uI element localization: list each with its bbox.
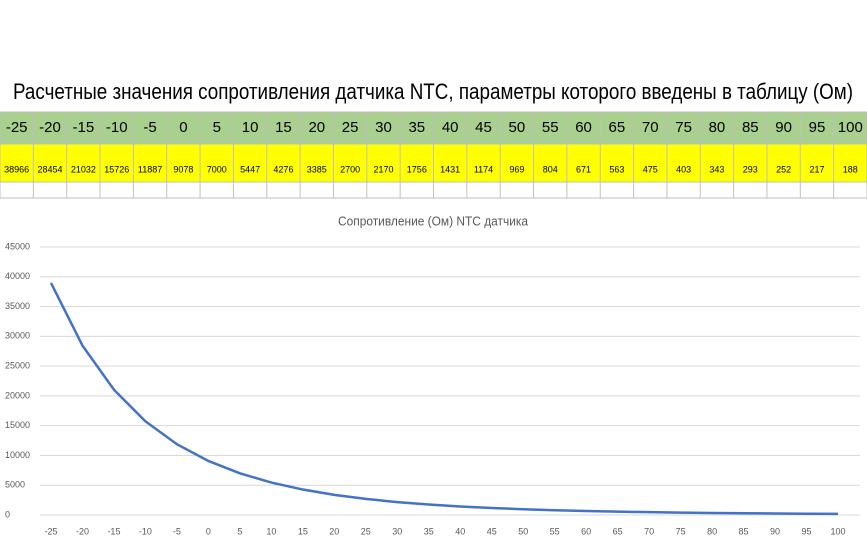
table-resistance: 7000 [207,164,227,174]
x-tick-label: 35 [424,526,434,536]
x-tick-label: 25 [361,526,371,536]
table-temperature: 25 [342,119,359,136]
y-tick-label: 15000 [5,420,30,430]
x-tick-label: -15 [107,526,120,536]
x-tick-label: 100 [830,526,845,536]
x-tick-label: 5 [237,526,242,536]
table-temperature: -20 [39,119,61,136]
x-tick-label: 20 [329,526,339,536]
x-tick-label: 95 [802,526,812,536]
table-resistance: 804 [543,164,558,174]
y-tick-label: 20000 [5,390,30,400]
data-line [49,282,839,516]
table-resistance: 15726 [104,164,129,174]
chart-title: Сопротивление (Ом) NTC датчика [338,213,529,228]
table-temperature: 45 [475,119,492,136]
table-resistance: 9078 [173,164,193,174]
x-tick-label: -10 [139,526,152,536]
table-temperature: 95 [809,119,826,136]
table-temperature: 40 [442,119,459,136]
table-temperature: 90 [775,119,792,136]
sheet-title: Расчетные значения сопротивления датчика… [13,79,853,104]
table-resistance: 1756 [407,164,427,174]
x-tick-label: -25 [44,526,57,536]
table-resistance: 188 [843,164,858,174]
table-resistance: 4276 [273,164,293,174]
table-temperature: 35 [408,119,425,136]
y-tick-label: 45000 [5,241,30,251]
table-resistance: 343 [709,164,724,174]
table-temperature: 50 [509,119,526,136]
x-tick-label: 0 [206,526,211,536]
x-tick-label: 15 [298,526,308,536]
x-tick-label: 10 [266,526,276,536]
table-resistance: 969 [509,164,524,174]
table-resistance: 1431 [440,164,460,174]
table-resistance: 2170 [373,164,393,174]
y-tick-label: 30000 [5,331,30,341]
table-temperature: 75 [675,119,692,136]
x-tick-label: 60 [581,526,591,536]
y-tick-label: 25000 [5,360,30,370]
table-resistance: 403 [676,164,691,174]
table-resistance: 2700 [340,164,360,174]
x-tick-label: -5 [173,526,181,536]
table-resistance: 28454 [38,164,63,174]
table-temperature: 60 [575,119,592,136]
x-tick-label: 55 [550,526,560,536]
table-temperature: 100 [838,119,863,136]
table-temperature: 10 [242,119,259,136]
y-tick-label: 35000 [5,301,30,311]
y-tick-label: 0 [5,509,10,519]
table-resistance: 563 [609,164,624,174]
table-resistance: 293 [743,164,758,174]
x-tick-label: 30 [392,526,402,536]
table-temperature: 85 [742,119,759,136]
table-temperature: 70 [642,119,659,136]
table-resistance: 252 [776,164,791,174]
y-tick-label: 40000 [5,271,30,281]
table-temperature: 20 [308,119,325,136]
y-tick-label: 5000 [5,480,25,490]
x-tick-label: 80 [707,526,717,536]
table-temperature: -10 [106,119,128,136]
table-resistance: 21032 [71,164,96,174]
table-resistance: 11887 [138,164,162,174]
table-temperature: 0 [179,119,187,136]
table-temperature: 30 [375,119,392,136]
table-resistance: 475 [643,164,658,174]
table-temperature: 5 [213,119,221,136]
x-tick-label: 75 [676,526,686,536]
x-tick-label: 85 [739,526,749,536]
table-temperature: 15 [275,119,292,136]
table-resistance: 5447 [240,164,260,174]
table-resistance: 217 [809,164,824,174]
x-tick-label: 90 [770,526,780,536]
x-tick-label: -20 [76,526,89,536]
table-temperature: 55 [542,119,559,136]
table-temperature: -25 [6,119,28,136]
x-tick-label: 45 [487,526,497,536]
table-temperature: -15 [73,119,95,136]
table-resistance: 1174 [474,164,493,174]
x-tick-label: 50 [518,526,528,536]
table-temperature: 65 [609,119,626,136]
table-resistance: 671 [576,164,591,174]
table-resistance: 38966 [4,164,29,174]
x-tick-label: 40 [455,526,465,536]
x-tick-label: 65 [613,526,623,536]
table-resistance: 3385 [307,164,327,174]
table-temperature: 80 [709,119,726,136]
y-tick-label: 10000 [5,450,30,460]
x-tick-label: 70 [644,526,654,536]
table-temperature: -5 [143,119,156,136]
